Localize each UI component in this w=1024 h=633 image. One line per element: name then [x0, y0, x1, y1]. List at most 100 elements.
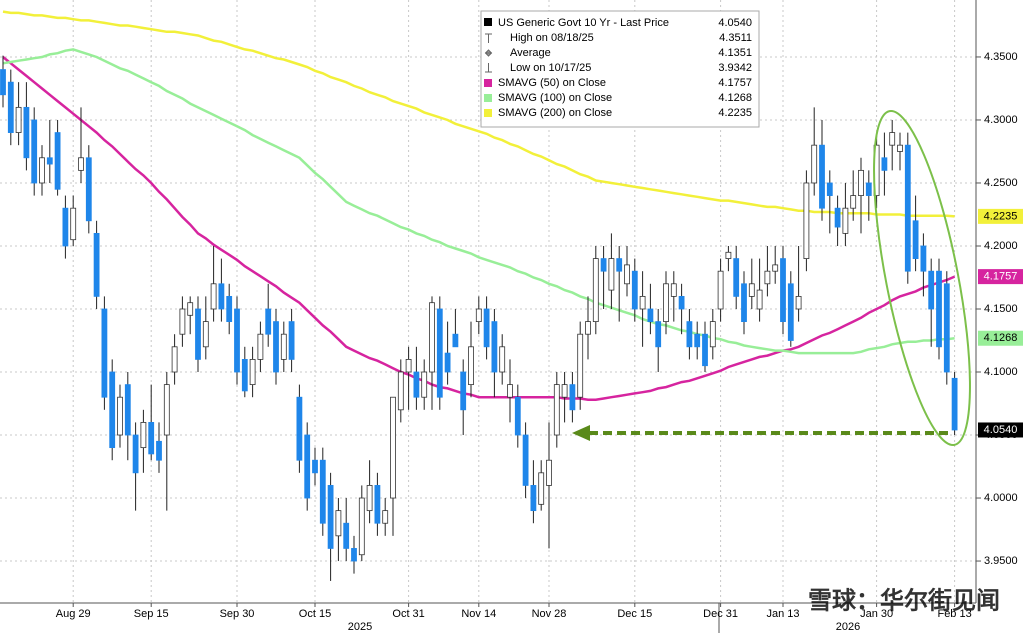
legend-value: 3.9342: [718, 62, 752, 74]
legend: US Generic Govt 10 Yr - Last Price 4.054…: [480, 10, 760, 128]
legend-value: 4.1268: [718, 92, 752, 104]
candle-body: [421, 371, 428, 398]
candle-body: [803, 182, 810, 259]
legend-icon: [485, 63, 492, 73]
candle-body: [811, 144, 818, 184]
candle-body: [156, 440, 162, 461]
candle-body: [826, 182, 833, 196]
legend-icon: [484, 18, 492, 26]
candle-body: [241, 359, 248, 392]
candle-body: [405, 359, 412, 373]
legend-icon: [484, 109, 492, 117]
candle-body: [725, 251, 732, 259]
candle-body: [429, 302, 435, 373]
legend-label: Average: [510, 47, 551, 59]
x-tick-label: Oct 31: [392, 608, 424, 620]
x-tick-label: Aug 29: [56, 608, 91, 620]
candle-body: [351, 548, 357, 562]
candle-body: [631, 270, 638, 310]
candle-body: [928, 270, 935, 310]
candle-body: [148, 422, 155, 455]
candle-body: [468, 346, 474, 386]
x-tick-label: Nov 28: [532, 608, 567, 620]
last-value-tag: [978, 208, 1023, 224]
last-value-tag: [978, 330, 1023, 346]
candle-body: [748, 283, 755, 297]
legend-icon: [485, 33, 492, 43]
candle-body: [187, 302, 194, 316]
candle-body: [787, 283, 794, 341]
candle-body: [280, 333, 287, 360]
legend-label: High on 08/18/25: [510, 32, 594, 44]
candle-body: [920, 245, 927, 272]
candle-body: [15, 106, 22, 133]
x-tick-label: Sep 15: [134, 608, 169, 620]
candle-body: [117, 396, 123, 436]
candle-body: [397, 371, 404, 411]
candle-body: [93, 232, 100, 297]
candle-body: [756, 289, 763, 310]
moving-averages: [2, 10, 956, 401]
candle-body: [288, 321, 295, 360]
candle-body: [741, 283, 747, 323]
last-value-label: 4.1268: [984, 332, 1018, 344]
y-tick-label: 4.3500: [984, 51, 1018, 63]
candle-body: [7, 81, 14, 133]
legend-label: SMAVG (100) on Close: [498, 92, 612, 104]
last-value-tag: [978, 422, 1023, 438]
candle-body: [546, 459, 552, 486]
candle-body: [358, 497, 365, 556]
candle-body: [889, 132, 896, 146]
candle-body: [475, 308, 482, 322]
candle-body: [413, 371, 420, 398]
candle-body: [163, 384, 170, 436]
legend-label: SMAVG (200) on Close: [498, 107, 612, 119]
candle-body: [717, 270, 724, 310]
last-value-label: 4.1757: [984, 271, 1018, 283]
candle-body: [218, 283, 225, 310]
candle-body: [382, 510, 389, 524]
candle-body: [639, 295, 646, 310]
highlight-ellipse: [873, 109, 971, 447]
candle-body: [600, 258, 607, 272]
legend-value: 4.1351: [718, 47, 752, 59]
arrow-head: [572, 425, 590, 441]
candle-body: [0, 69, 6, 96]
candle-body: [312, 459, 318, 474]
axes: 3.95004.00004.05004.10004.15004.20004.25…: [56, 51, 1018, 620]
candle-body: [772, 264, 779, 272]
candle-body: [319, 459, 326, 524]
legend-label: Low on 10/17/25: [510, 62, 591, 74]
candle-body: [624, 264, 630, 285]
x-tick-label: Oct 15: [299, 608, 331, 620]
candle-body: [561, 384, 568, 398]
x-tick-label: Jan 13: [766, 608, 799, 620]
candle-body: [374, 485, 381, 524]
candle-body: [296, 396, 303, 461]
x-tick-label: Jan 30: [860, 608, 893, 620]
candle-body: [460, 371, 467, 411]
candle-body: [109, 371, 116, 449]
legend-icon: [484, 49, 493, 57]
candle-body: [709, 321, 716, 348]
candle-body: [686, 321, 693, 348]
candle-body: [608, 258, 615, 291]
candle-body: [655, 321, 662, 348]
year-label: 2026: [836, 621, 860, 633]
candle-body: [858, 169, 864, 196]
x-tick-label: Nov 14: [461, 608, 496, 620]
legend-icon: [484, 79, 492, 87]
candle-body: [101, 308, 108, 398]
candle-body: [54, 132, 61, 190]
candle-body: [764, 270, 771, 285]
candle-body: [780, 258, 786, 323]
y-tick-label: 4.3000: [984, 114, 1018, 126]
candle-body: [538, 472, 545, 505]
candle-body: [616, 258, 623, 272]
candle-body: [499, 346, 506, 373]
candle-body: [514, 396, 521, 436]
watermark: 雪球：华尔街见闻: [808, 586, 1000, 614]
x-tick-label: Sep 30: [220, 608, 255, 620]
